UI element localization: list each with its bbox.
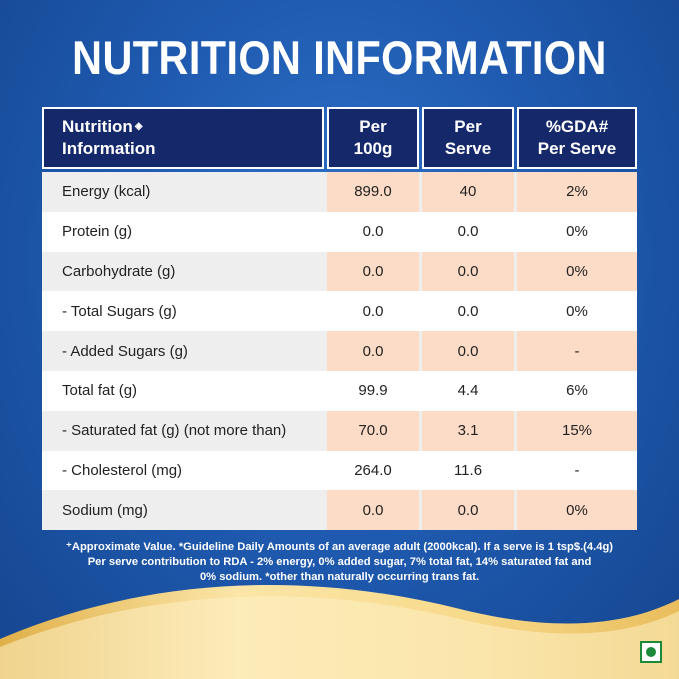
per-100g-value: 70.0 [327, 410, 419, 451]
gda-value: 0% [566, 302, 588, 320]
table-row: - Cholesterol (mg) 264.0 11.6 - [42, 450, 637, 491]
row-label: Sodium (mg) [62, 501, 148, 519]
table-row: Energy (kcal) 899.0 40 2% [42, 172, 637, 212]
gda-value: 2% [517, 172, 637, 212]
per-serve-value: 0.0 [457, 223, 479, 241]
per-serve-value: 0.0 [422, 331, 514, 371]
header-col2-line2: Serve [444, 139, 492, 158]
gold-swoosh-decoration [0, 585, 679, 679]
gda-value: 0% [517, 251, 637, 292]
footnote-line-2: Per serve contribution to RDA - 2% energ… [87, 556, 592, 568]
gda-value: - [517, 331, 637, 371]
header-col0-line1: Nutrition [62, 117, 133, 136]
per-100g-value: 0.0 [327, 490, 419, 531]
veg-symbol-icon [640, 641, 662, 663]
row-label: - Total Sugars (g) [62, 302, 177, 320]
per-100g-value: 0.0 [362, 223, 384, 241]
gda-value: 15% [517, 410, 637, 451]
table-row: Sodium (mg) 0.0 0.0 0% [42, 490, 637, 531]
table-row: - Total Sugars (g) 0.0 0.0 0% [42, 291, 637, 332]
page-title: NUTRITION INFORMATION [72, 31, 607, 84]
row-label: - Cholesterol (mg) [62, 461, 183, 479]
row-label: Energy (kcal) [62, 183, 151, 201]
per-100g-value: 899.0 [327, 172, 419, 212]
header-col1-line2: 100g [353, 139, 393, 158]
header-gda-per-serve: %GDA# Per Serve [517, 107, 637, 169]
nutrition-table: Energy (kcal) 899.0 40 2% Protein (g) 0.… [42, 172, 637, 531]
header-nutrition-information: Nutrition ◈ Information [42, 107, 324, 169]
header-per-100g: Per 100g [327, 107, 419, 169]
gda-value: 0% [517, 490, 637, 531]
diamond-mark-icon: ◈ [134, 121, 143, 132]
table-row: Carbohydrate (g) 0.0 0.0 0% [42, 251, 637, 292]
header-col0-line2: Information [62, 139, 156, 158]
table-row: Total fat (g) 99.9 4.4 6% [42, 370, 637, 411]
row-label: Protein (g) [62, 223, 133, 241]
header-col2-line1: Per [454, 117, 482, 136]
per-serve-value: 0.0 [422, 490, 514, 531]
per-100g-value: 0.0 [327, 251, 419, 292]
table-row: - Saturated fat (g) (not more than) 70.0… [42, 410, 637, 451]
per-100g-value: 0.0 [362, 302, 384, 320]
gda-value: 6% [566, 382, 588, 400]
footnote: ⁺Approximate Value. *Guideline Daily Amo… [20, 540, 659, 585]
per-100g-value: 99.9 [358, 382, 388, 400]
per-serve-value: 4.4 [457, 382, 479, 400]
gda-value: 0% [566, 223, 588, 241]
row-label: Total fat (g) [62, 382, 138, 400]
header-col1-line1: Per [359, 117, 387, 136]
per-serve-value: 0.0 [422, 251, 514, 292]
header-per-serve: Per Serve [422, 107, 514, 169]
header-col3-line2: Per Serve [537, 139, 617, 158]
table-row: Protein (g) 0.0 0.0 0% [42, 211, 637, 252]
row-label: - Added Sugars (g) [62, 342, 188, 360]
per-serve-value: 3.1 [422, 410, 514, 451]
table-header: Nutrition ◈ Information Per 100g Per Serve … [0, 107, 679, 171]
header-col3-line1: %GDA# [545, 117, 609, 136]
row-label: - Saturated fat (g) (not more than) [62, 422, 287, 440]
per-100g-value: 264.0 [354, 461, 392, 479]
per-100g-value: 0.0 [327, 331, 419, 371]
table-row: - Added Sugars (g) 0.0 0.0 - [42, 331, 637, 371]
per-serve-value: 0.0 [457, 302, 479, 320]
row-label: Carbohydrate (g) [62, 262, 176, 280]
gda-value: - [574, 461, 580, 479]
per-serve-value: 40 [422, 172, 514, 212]
footnote-line-1: ⁺Approximate Value. *Guideline Daily Amo… [65, 541, 614, 553]
per-serve-value: 11.6 [453, 461, 483, 479]
footnote-line-3: 0% sodium. *other than naturally occurri… [199, 571, 480, 583]
